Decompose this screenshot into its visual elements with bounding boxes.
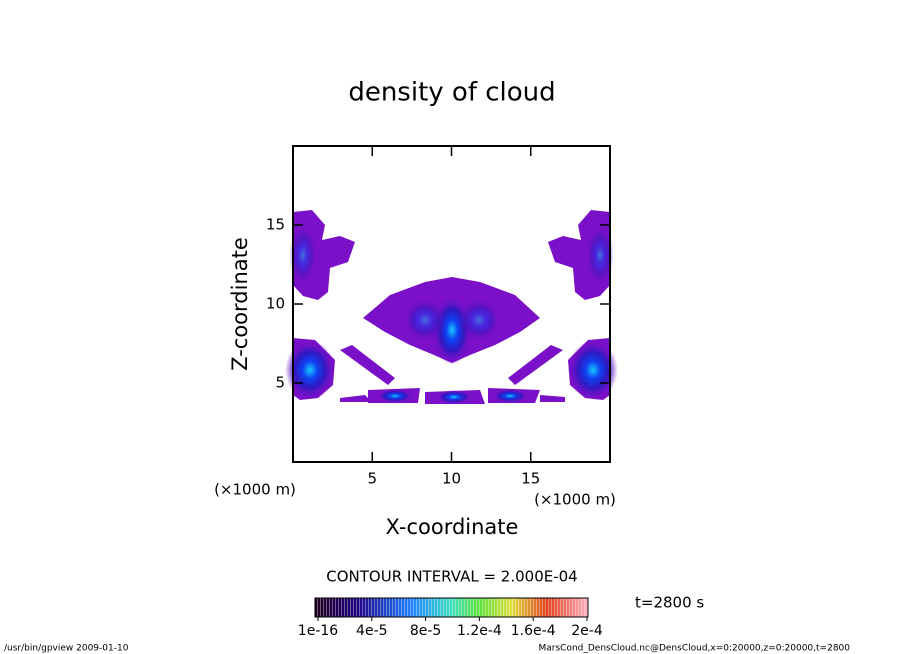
- colorbar-tick-label: 1e-16: [298, 623, 338, 639]
- y-unit: (×1000 m): [214, 481, 296, 499]
- colorbar-tick-label: 1.6e-4: [511, 623, 556, 639]
- contour-field: [285, 210, 618, 404]
- x-axis-label: X-coordinate: [386, 515, 519, 539]
- colorbar-tick-label: 2e-4: [571, 623, 603, 639]
- y-tick-label: 5: [275, 374, 285, 392]
- y-axis-label: Z-coordinate: [228, 237, 252, 371]
- contour-interval: CONTOUR INTERVAL = 2.000E-04: [326, 568, 577, 586]
- chart-title: density of cloud: [348, 78, 555, 108]
- x-tick-label: 5: [367, 470, 377, 488]
- colorbar-tick-label: 4e-5: [356, 623, 387, 639]
- footer-right: MarsCond_DensCloud.nc@DensCloud,x=0:2000…: [539, 644, 851, 654]
- x-unit: (×1000 m): [534, 491, 616, 509]
- y-tick-label: 10: [266, 295, 285, 313]
- colorbar-tick-label: 8e-5: [410, 623, 441, 639]
- y-tick-label: 15: [266, 216, 285, 234]
- footer-left: /usr/bin/gpview 2009-01-10: [4, 644, 129, 654]
- x-tick-label: 10: [442, 470, 461, 488]
- colorbar-tick-label: 1.2e-4: [457, 623, 502, 639]
- x-tick-label: 15: [521, 470, 540, 488]
- colorbar-frame: [314, 597, 589, 618]
- time-label: t=2800 s: [635, 594, 704, 612]
